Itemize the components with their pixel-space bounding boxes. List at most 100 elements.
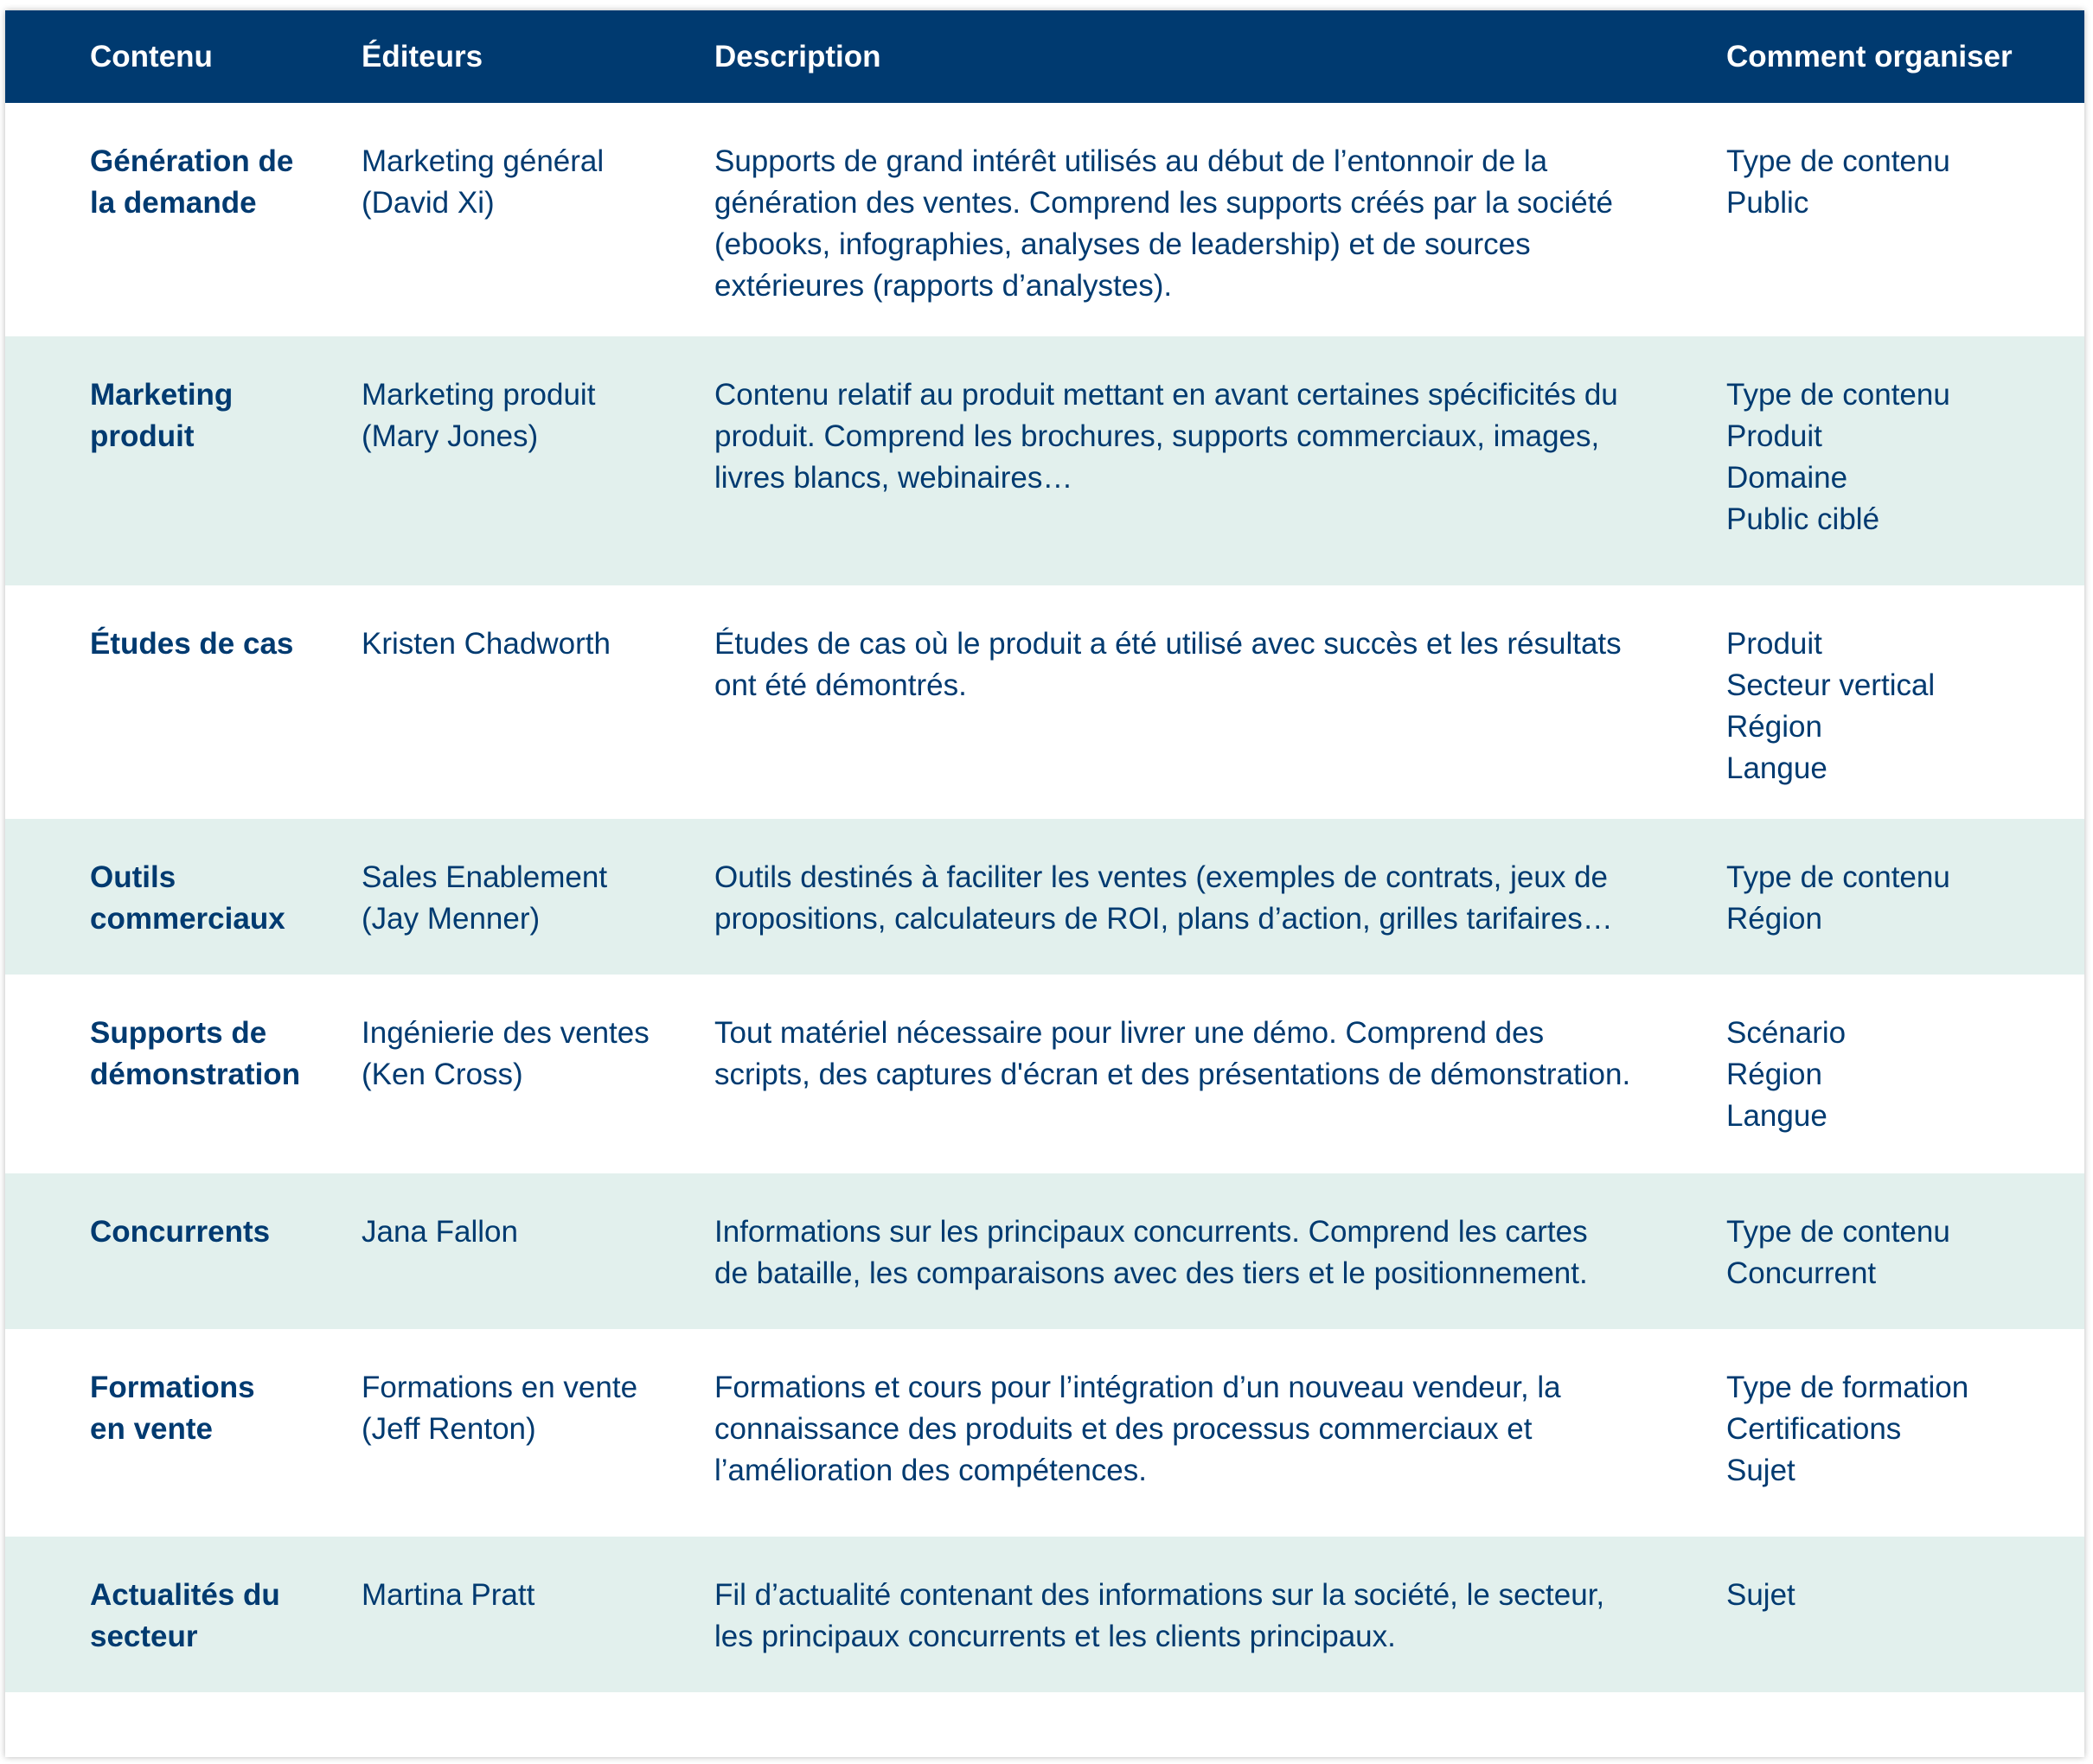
cell-organize: Type de formation Certifications Sujet bbox=[1726, 1367, 2072, 1492]
header-organize: Comment organiser bbox=[1726, 40, 2013, 74]
cell-editors: Marketing produit (Mary Jones) bbox=[362, 374, 682, 457]
cell-organize-line: Type de formation bbox=[1726, 1371, 1969, 1404]
cell-description-line: Tout matériel nécessaire pour livrer une… bbox=[714, 1016, 1545, 1050]
cell-editors-line: (Ken Cross) bbox=[362, 1058, 523, 1091]
cell-content: Supports de démonstration bbox=[90, 1013, 349, 1096]
cell-organize-line: Type de contenu bbox=[1726, 1215, 1950, 1249]
cell-content-line: Marketing bbox=[90, 378, 234, 412]
table-row: Formations en vente Formations en vente (Je… bbox=[5, 1329, 2084, 1537]
cell-content-line: Génération de bbox=[90, 144, 294, 178]
cell-description-line: extérieures (rapports d’analystes). bbox=[714, 269, 1173, 303]
cell-content-line: Études de cas bbox=[90, 627, 294, 661]
cell-organize-line: Région bbox=[1726, 902, 1822, 936]
cell-organize: Type de contenu Concurrent bbox=[1726, 1211, 2072, 1294]
cell-organize-line: Scénario bbox=[1726, 1016, 1847, 1050]
cell-description-line: Supports de grand intérêt utilisés au dé… bbox=[714, 144, 1548, 178]
cell-content: Génération de la demande bbox=[90, 141, 349, 224]
cell-organize: Type de contenu Région bbox=[1726, 857, 2072, 940]
cell-organize: Type de contenu Produit Domaine Public cibl… bbox=[1726, 374, 2072, 540]
table-row: Actualités du secteur Martina Pratt Fil d’a… bbox=[5, 1537, 2084, 1692]
table-grid: Contenu Éditeurs Description Comment org… bbox=[5, 10, 2084, 1692]
cell-organize-line: Langue bbox=[1726, 1099, 1827, 1133]
cell-organize-line: Concurrent bbox=[1726, 1256, 1877, 1290]
table-row: Concurrents Jana Fallon Informations sur l… bbox=[5, 1173, 2084, 1329]
cell-content-line: Actualités du bbox=[90, 1578, 280, 1612]
cell-description-line: de bataille, les comparaisons avec des t… bbox=[714, 1256, 1588, 1290]
cell-editors-line: Marketing général bbox=[362, 144, 605, 178]
cell-editors-line: (David Xi) bbox=[362, 186, 495, 220]
cell-content-line: Formations bbox=[90, 1371, 255, 1404]
cell-editors: Kristen Chadworth bbox=[362, 623, 682, 665]
cell-editors: Marketing général (David Xi) bbox=[362, 141, 682, 224]
cell-organize-line: Type de contenu bbox=[1726, 144, 1950, 178]
cell-description-line: scripts, des captures d'écran et des pré… bbox=[714, 1058, 1631, 1091]
table-row: Marketing produit Marketing produit (Mary J… bbox=[5, 336, 2084, 585]
cell-organize-line: Public bbox=[1726, 186, 1809, 220]
table-row: Outils commerciaux Sales Enablement (Jay Me… bbox=[5, 819, 2084, 975]
cell-organize: Scénario Région Langue bbox=[1726, 1013, 2072, 1137]
cell-description-line: livres blancs, webinaires… bbox=[714, 461, 1073, 495]
cell-editors-line: Sales Enablement bbox=[362, 860, 608, 894]
cell-content-line: commerciaux bbox=[90, 902, 285, 936]
cell-description: Études de cas où le produit a été utilis… bbox=[714, 623, 1692, 706]
cell-editors-line: Ingénierie des ventes bbox=[362, 1016, 650, 1050]
header-description: Description bbox=[714, 40, 881, 74]
cell-description-line: propositions, calculateurs de ROI, plans… bbox=[714, 902, 1613, 936]
cell-organize-line: Sujet bbox=[1726, 1454, 1795, 1487]
cell-description-line: Formations et cours pour l’intégration d… bbox=[714, 1371, 1561, 1404]
cell-editors: Sales Enablement (Jay Menner) bbox=[362, 857, 682, 940]
cell-organize-line: Région bbox=[1726, 710, 1822, 744]
cell-description: Outils destinés à faciliter les ventes (… bbox=[714, 857, 1692, 940]
cell-content: Formations en vente bbox=[90, 1367, 349, 1450]
cell-organize-line: Domaine bbox=[1726, 461, 1848, 495]
table-row: Génération de la demande Marketing général… bbox=[5, 103, 2084, 336]
cell-organize: Type de contenu Public bbox=[1726, 141, 2072, 224]
cell-content: Études de cas bbox=[90, 623, 349, 665]
cell-content: Actualités du secteur bbox=[90, 1575, 349, 1658]
cell-editors: Jana Fallon bbox=[362, 1211, 682, 1253]
cell-content-line: Supports de bbox=[90, 1016, 267, 1050]
cell-content-line: Concurrents bbox=[90, 1215, 271, 1249]
cell-description-line: (ebooks, infographies, analyses de leade… bbox=[714, 227, 1531, 261]
header-content: Contenu bbox=[90, 40, 213, 74]
cell-editors-line: Martina Pratt bbox=[362, 1578, 535, 1612]
cell-description-line: Études de cas où le produit a été utilis… bbox=[714, 627, 1622, 661]
table-header-row: Contenu Éditeurs Description Comment org… bbox=[5, 10, 2084, 103]
cell-content-line: Outils bbox=[90, 860, 176, 894]
content-table: Contenu Éditeurs Description Comment org… bbox=[5, 10, 2084, 1757]
cell-organize-line: Public ciblé bbox=[1726, 502, 1880, 536]
cell-organize-line: Langue bbox=[1726, 751, 1827, 785]
cell-organize-line: Région bbox=[1726, 1058, 1822, 1091]
cell-organize-line: Produit bbox=[1726, 419, 1822, 453]
cell-organize-line: Secteur vertical bbox=[1726, 668, 1936, 702]
cell-content: Outils commerciaux bbox=[90, 857, 349, 940]
cell-description: Contenu relatif au produit mettant en av… bbox=[714, 374, 1692, 499]
cell-editors-line: (Jeff Renton) bbox=[362, 1412, 536, 1446]
cell-description: Informations sur les principaux concurre… bbox=[714, 1211, 1692, 1294]
cell-editors-line: (Mary Jones) bbox=[362, 419, 539, 453]
table-row: Études de cas Kristen Chadworth Études de … bbox=[5, 585, 2084, 819]
cell-editors: Formations en vente (Jeff Renton) bbox=[362, 1367, 682, 1450]
cell-description: Supports de grand intérêt utilisés au dé… bbox=[714, 141, 1692, 307]
cell-description-line: Outils destinés à faciliter les ventes (… bbox=[714, 860, 1608, 894]
cell-organize-line: Type de contenu bbox=[1726, 860, 1950, 894]
cell-content-line: en vente bbox=[90, 1412, 213, 1446]
cell-content: Marketing produit bbox=[90, 374, 349, 457]
cell-content-line: secteur bbox=[90, 1620, 198, 1653]
cell-description: Tout matériel nécessaire pour livrer une… bbox=[714, 1013, 1692, 1096]
cell-description-line: Fil d’actualité contenant des informatio… bbox=[714, 1578, 1605, 1612]
cell-editors: Ingénierie des ventes (Ken Cross) bbox=[362, 1013, 682, 1096]
cell-editors-line: Marketing produit bbox=[362, 378, 596, 412]
cell-editors-line: (Jay Menner) bbox=[362, 902, 541, 936]
cell-description-line: produit. Comprend les brochures, support… bbox=[714, 419, 1600, 453]
cell-description: Formations et cours pour l’intégration d… bbox=[714, 1367, 1692, 1492]
cell-organize-line: Certifications bbox=[1726, 1412, 1902, 1446]
cell-editors-line: Jana Fallon bbox=[362, 1215, 518, 1249]
cell-description-line: connaissance des produits et des process… bbox=[714, 1412, 1533, 1446]
cell-editors-line: Kristen Chadworth bbox=[362, 627, 611, 661]
cell-editors: Martina Pratt bbox=[362, 1575, 682, 1616]
cell-organize-line: Type de contenu bbox=[1726, 378, 1950, 412]
header-editors: Éditeurs bbox=[362, 40, 483, 74]
cell-editors-line: Formations en vente bbox=[362, 1371, 638, 1404]
cell-description-line: les principaux concurrents et les client… bbox=[714, 1620, 1396, 1653]
